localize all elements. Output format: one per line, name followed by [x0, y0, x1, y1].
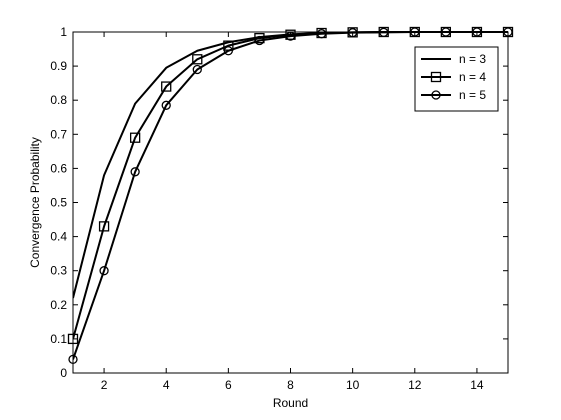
y-tick-label: 0.1	[50, 332, 67, 346]
series-3-point	[223, 46, 234, 56]
x-tick-label: 8	[287, 378, 294, 392]
y-tick-label: 0.3	[50, 264, 67, 278]
legend-label-1: n = 3	[459, 52, 486, 66]
series-3-point	[130, 167, 140, 177]
y-tick-label: 1	[60, 25, 67, 39]
y-axis-label: Convergence Probability	[28, 137, 42, 268]
y-tick-label: 0.6	[50, 161, 67, 175]
series-3-point	[316, 29, 327, 39]
series-2-point	[192, 54, 203, 65]
series-2-point	[161, 81, 172, 92]
x-axis-label: Round	[273, 396, 308, 410]
series-2-point	[129, 132, 141, 143]
y-tick-label: 0.7	[50, 127, 67, 141]
y-tick-label: 0	[60, 366, 67, 380]
legend-label-3: n = 5	[459, 88, 486, 102]
series-2-point	[98, 221, 110, 232]
y-tick-label: 0.5	[50, 196, 67, 210]
x-tick-label: 4	[163, 378, 170, 392]
legend-label-2: n = 4	[459, 70, 486, 84]
legend-marker-3	[431, 90, 441, 100]
y-tick-label: 0.8	[50, 93, 67, 107]
series-3-point	[254, 35, 265, 46]
legend: n = 3 n = 4 n = 5	[414, 46, 499, 112]
legend-box	[414, 46, 499, 112]
series-2-point	[254, 32, 265, 44]
legend-marker-2	[430, 71, 442, 83]
y-tick-label: 0.2	[50, 298, 67, 312]
series-2-point	[285, 29, 296, 40]
series-3-point	[192, 64, 202, 75]
x-tick-label: 14	[470, 378, 484, 392]
series-3-point	[99, 266, 109, 276]
series-3-point	[161, 100, 171, 110]
axes: 00.10.20.30.40.50.60.70.80.912 4 6 8 10 12 14R…	[28, 25, 509, 410]
y-tick-label: 0.4	[50, 230, 67, 244]
x-tick-label: 12	[408, 378, 422, 392]
x-tick-label: 6	[225, 378, 232, 392]
x-tick-label: 10	[346, 378, 360, 392]
y-tick-label: 0.9	[50, 59, 67, 73]
x-tick-label: 2	[101, 378, 108, 392]
